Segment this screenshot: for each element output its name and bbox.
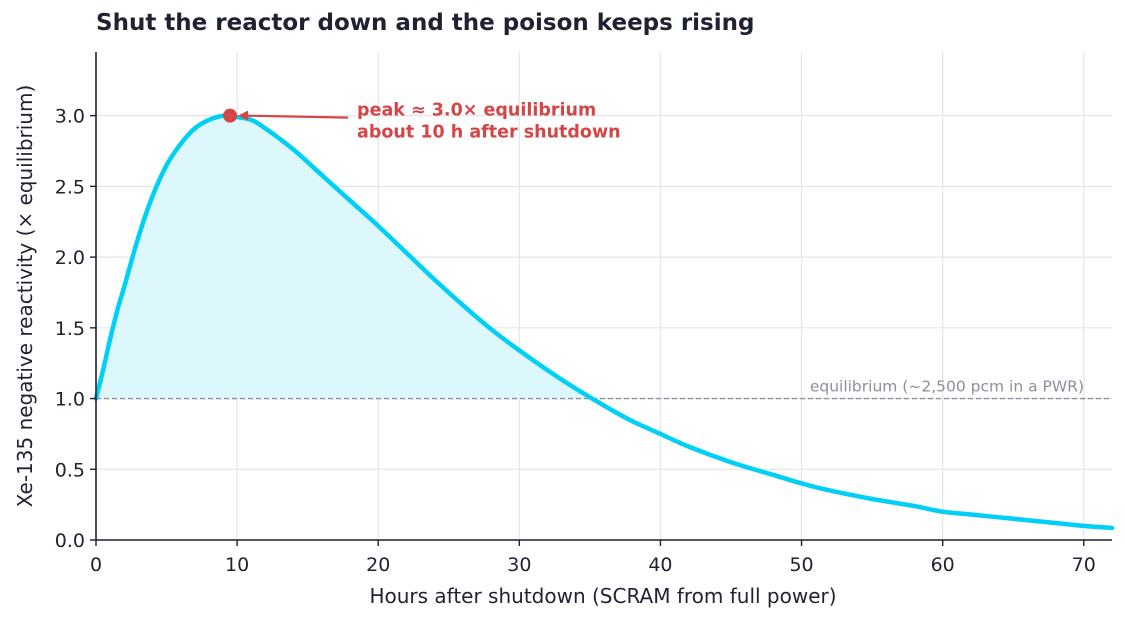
y-tick-label: 1.0 — [55, 389, 85, 411]
y-axis-label: Xe-135 negative reactivity (× equilibriu… — [13, 85, 37, 508]
series-line — [93, 113, 1115, 531]
area-fill — [96, 115, 597, 402]
annotation-line-1: peak ≈ 3.0× equilibrium — [357, 101, 596, 121]
annotation-line-2: about 10 h after shutdown — [357, 123, 621, 143]
y-tick-label: 2.0 — [55, 247, 85, 269]
annotation-arrowhead — [238, 110, 249, 121]
y-tick-label: 0.0 — [55, 530, 85, 552]
chart-title: Shut the reactor down and the poison kee… — [96, 10, 755, 36]
x-tick-label: 30 — [507, 554, 531, 576]
x-tick-label: 10 — [225, 554, 249, 576]
x-tick-label: 70 — [1072, 554, 1096, 576]
x-tick-label: 60 — [931, 554, 955, 576]
x-tick-label: 40 — [648, 554, 672, 576]
equilibrium-label: equilibrium (~2,500 pcm in a PWR) — [810, 378, 1084, 396]
annotation-arrow — [246, 114, 349, 119]
y-tick-label: 3.0 — [55, 106, 85, 128]
tick-labels: 0 10 20 30 40 50 60 70 0.0 0.5 1.0 1.5 2.0 2.5 3.0 — [55, 106, 1096, 576]
x-axis-label: Hours after shutdown (SCRAM from full po… — [369, 584, 836, 608]
x-tick-label: 0 — [90, 554, 102, 576]
y-tick-label: 0.5 — [55, 459, 85, 481]
x-tick-label: 50 — [789, 554, 813, 576]
y-tick-label: 1.5 — [55, 318, 85, 340]
y-tick-label: 2.5 — [55, 176, 85, 198]
peak-marker — [223, 108, 238, 123]
x-tick-label: 20 — [366, 554, 390, 576]
